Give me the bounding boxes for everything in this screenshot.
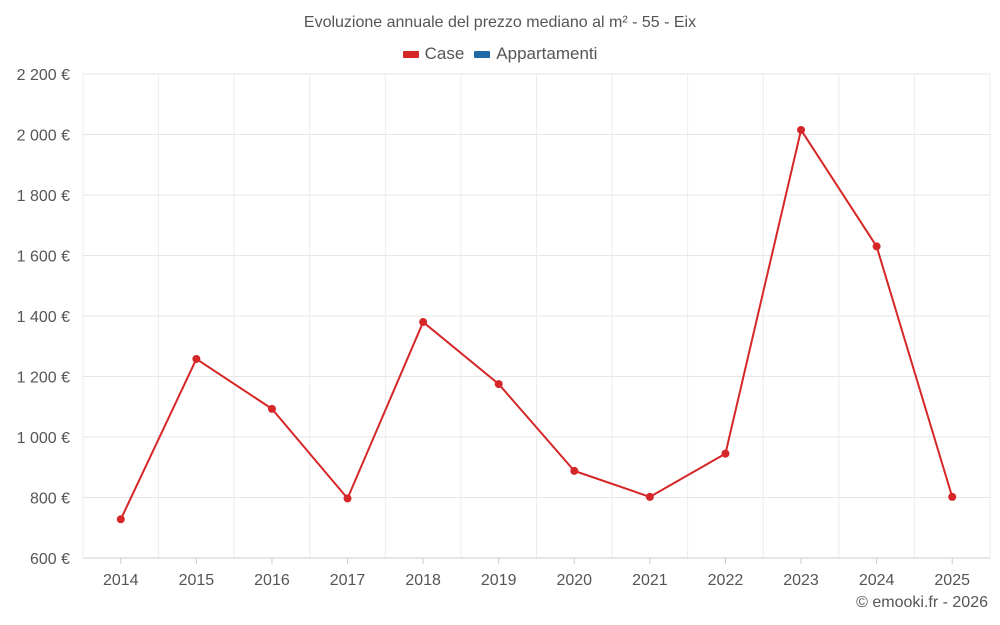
x-tick-label: 2019 [481,572,517,589]
data-point[interactable] [570,466,579,475]
data-point[interactable] [721,449,730,458]
legend-swatch-case [402,50,419,58]
data-point[interactable] [494,380,503,389]
y-tick-label: 1 000 € [17,430,70,447]
data-point[interactable] [116,515,125,524]
legend-label-case: Case [424,44,465,63]
chart-title: Evoluzione annuale del prezzo mediano al… [303,14,697,31]
x-tick-label: 2018 [405,572,441,589]
legend-label-appartamenti: Appartamenti [496,44,598,63]
y-tick-label: 2 200 € [17,67,70,84]
data-point[interactable] [419,318,428,327]
data-point[interactable] [645,492,654,501]
y-tick-label: 800 € [30,491,70,508]
data-point[interactable] [797,125,806,134]
x-tick-label: 2024 [859,572,895,589]
y-tick-label: 1 600 € [17,249,70,266]
y-tick-label: 600 € [30,551,70,568]
x-tick-label: 2023 [783,572,819,589]
x-tick-label: 2025 [934,572,970,589]
data-point[interactable] [267,404,276,413]
y-tick-label: 2 000 € [17,128,70,145]
data-point[interactable] [872,242,881,251]
data-point[interactable] [343,494,352,503]
y-tick-label: 1 400 € [17,309,70,326]
legend-item-case[interactable]: Case [402,44,465,64]
x-tick-label: 2017 [330,572,366,589]
legend-item-appartamenti[interactable]: Appartamenti [474,44,597,64]
legend: Case Appartamenti [0,44,1000,64]
data-point[interactable] [192,354,201,363]
series-line-case [119,128,954,520]
data-point[interactable] [948,492,957,501]
x-tick-label: 2014 [103,572,139,589]
x-tick-label: 2020 [556,572,592,589]
x-tick-label: 2016 [254,572,290,589]
y-tick-label: 1 800 € [17,188,70,205]
credit-text: © emooki.fr - 2026 [856,594,988,611]
x-tick-label: 2022 [708,572,744,589]
y-tick-label: 1 200 € [17,370,70,387]
x-tick-label: 2021 [632,572,668,589]
legend-swatch-appartamenti [474,50,491,58]
x-tick-label: 2015 [179,572,215,589]
